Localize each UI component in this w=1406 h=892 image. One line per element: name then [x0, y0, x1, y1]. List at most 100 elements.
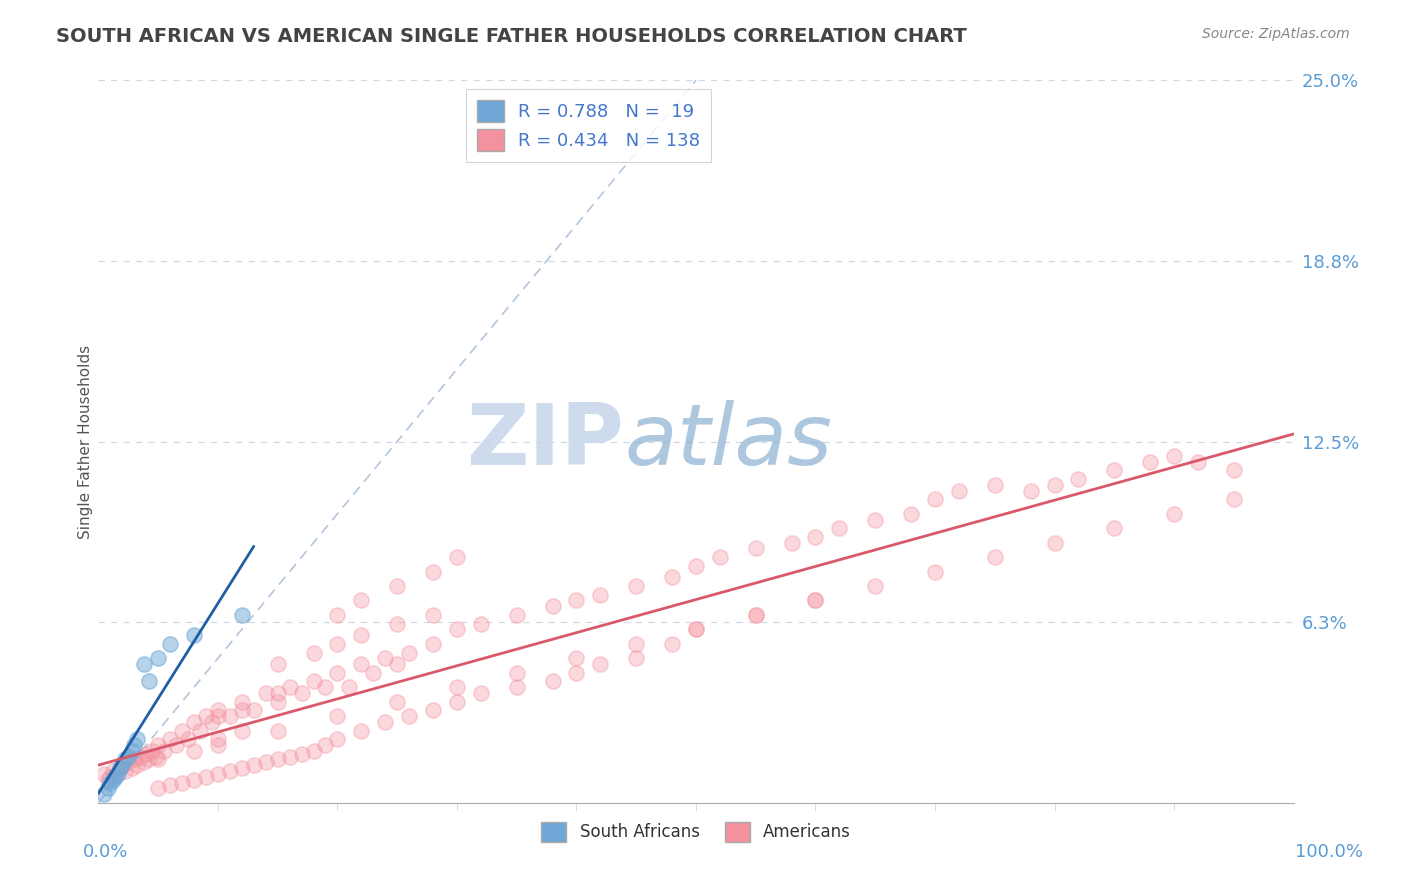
- Point: [350, 593, 373, 607]
- Point: [685, 623, 707, 637]
- Point: [363, 665, 385, 680]
- Point: [111, 758, 134, 772]
- Point: [177, 732, 200, 747]
- Point: [183, 628, 205, 642]
- Point: [172, 723, 194, 738]
- Point: [984, 478, 1007, 492]
- Point: [350, 723, 373, 738]
- Point: [315, 680, 337, 694]
- Point: [302, 744, 325, 758]
- Point: [350, 657, 373, 671]
- Text: 100.0%: 100.0%: [1295, 843, 1362, 861]
- Point: [398, 709, 420, 723]
- Point: [470, 686, 492, 700]
- Point: [924, 492, 946, 507]
- Point: [865, 579, 887, 593]
- Point: [446, 680, 468, 694]
- Point: [422, 607, 444, 622]
- Point: [148, 651, 170, 665]
- Point: [148, 752, 170, 766]
- Point: [231, 607, 253, 622]
- Point: [267, 695, 290, 709]
- Point: [291, 747, 314, 761]
- Point: [231, 703, 253, 717]
- Point: [446, 623, 468, 637]
- Point: [219, 764, 242, 778]
- Point: [105, 767, 128, 781]
- Point: [385, 616, 409, 631]
- Point: [626, 637, 648, 651]
- Point: [159, 732, 181, 747]
- Text: ZIP: ZIP: [467, 400, 624, 483]
- Point: [165, 738, 187, 752]
- Point: [1187, 455, 1209, 469]
- Point: [132, 756, 155, 770]
- Point: [661, 637, 683, 651]
- Point: [385, 579, 409, 593]
- Point: [385, 695, 409, 709]
- Point: [446, 695, 468, 709]
- Point: [183, 714, 205, 729]
- Point: [828, 521, 851, 535]
- Point: [195, 770, 218, 784]
- Point: [1019, 483, 1042, 498]
- Point: [745, 607, 768, 622]
- Point: [541, 599, 564, 614]
- Point: [302, 646, 325, 660]
- Point: [145, 749, 167, 764]
- Point: [254, 756, 277, 770]
- Point: [267, 657, 290, 671]
- Point: [506, 665, 529, 680]
- Point: [108, 761, 131, 775]
- Point: [219, 709, 242, 723]
- Point: [124, 752, 146, 766]
- Point: [1139, 455, 1161, 469]
- Point: [207, 767, 229, 781]
- Point: [107, 767, 129, 781]
- Point: [1104, 463, 1126, 477]
- Point: [565, 665, 588, 680]
- Point: [231, 723, 253, 738]
- Point: [125, 758, 148, 772]
- Point: [326, 665, 349, 680]
- Point: [374, 651, 396, 665]
- Point: [326, 709, 349, 723]
- Point: [132, 657, 155, 671]
- Point: [541, 674, 564, 689]
- Text: atlas: atlas: [624, 400, 832, 483]
- Point: [900, 507, 922, 521]
- Point: [267, 752, 290, 766]
- Point: [243, 703, 266, 717]
- Point: [326, 732, 349, 747]
- Legend: South Africans, Americans: South Africans, Americans: [534, 815, 858, 848]
- Point: [93, 787, 115, 801]
- Point: [1223, 492, 1246, 507]
- Point: [138, 674, 160, 689]
- Point: [865, 512, 887, 526]
- Point: [804, 530, 827, 544]
- Point: [114, 752, 136, 766]
- Point: [97, 772, 120, 787]
- Point: [93, 767, 115, 781]
- Point: [339, 680, 361, 694]
- Point: [446, 550, 468, 565]
- Point: [685, 623, 707, 637]
- Point: [326, 637, 349, 651]
- Point: [121, 761, 143, 775]
- Point: [709, 550, 731, 565]
- Point: [302, 674, 325, 689]
- Point: [267, 723, 290, 738]
- Point: [506, 607, 529, 622]
- Point: [1223, 463, 1246, 477]
- Point: [661, 570, 683, 584]
- Point: [924, 565, 946, 579]
- Point: [626, 579, 648, 593]
- Point: [745, 607, 768, 622]
- Point: [124, 738, 146, 752]
- Point: [121, 744, 143, 758]
- Point: [291, 686, 314, 700]
- Point: [589, 657, 612, 671]
- Point: [1163, 449, 1185, 463]
- Point: [1043, 535, 1066, 549]
- Point: [207, 703, 229, 717]
